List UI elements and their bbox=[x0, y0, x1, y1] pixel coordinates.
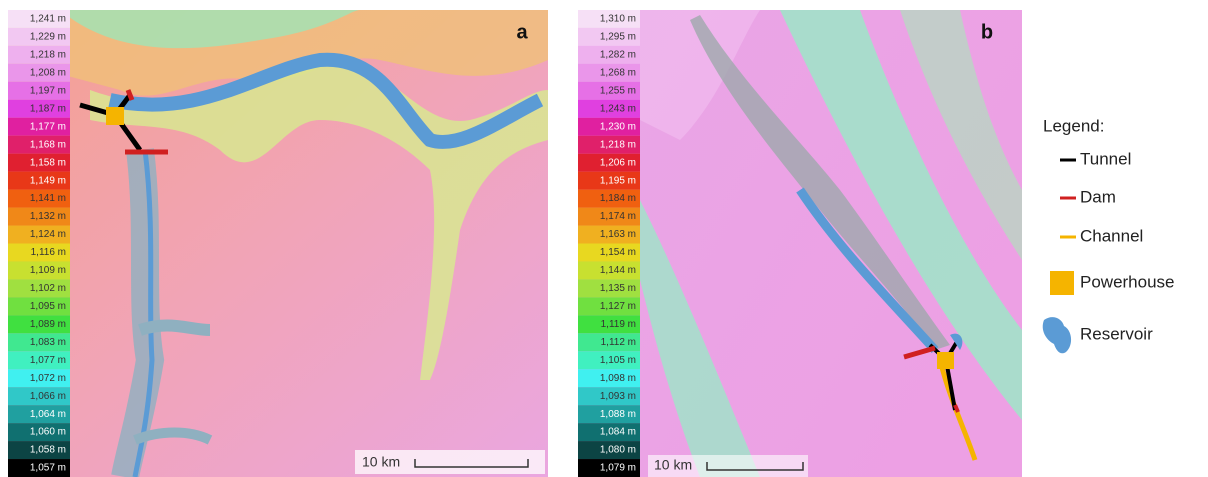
scale-label: 1,218 m bbox=[30, 50, 66, 61]
scale-label: 1,197 m bbox=[30, 85, 66, 96]
scale-label: 1,102 m bbox=[30, 283, 66, 294]
scale-label: 1,187 m bbox=[30, 103, 66, 114]
scale-label: 1,218 m bbox=[600, 139, 636, 150]
legend-swatch bbox=[1050, 271, 1074, 295]
map-a bbox=[8, 10, 548, 477]
scale-label: 1,088 m bbox=[600, 409, 636, 420]
scale-label: 1,295 m bbox=[600, 32, 636, 43]
scale-label: 1,184 m bbox=[600, 193, 636, 204]
scale-label: 1,268 m bbox=[600, 68, 636, 79]
scale-label: 1,093 m bbox=[600, 391, 636, 402]
legend-item: Reservoir bbox=[1080, 324, 1153, 343]
legend-swatch bbox=[1043, 317, 1071, 353]
scale-label: 1,282 m bbox=[600, 50, 636, 61]
scale-label: 1,119 m bbox=[601, 319, 636, 330]
scale-label: 1,149 m bbox=[30, 175, 66, 186]
legend-item: Dam bbox=[1080, 187, 1116, 206]
scale-bar-label: 10 km bbox=[362, 454, 400, 470]
scale-label: 1,195 m bbox=[600, 175, 636, 186]
scale-label: 1,243 m bbox=[600, 103, 636, 114]
scale-label: 1,079 m bbox=[600, 463, 636, 474]
scale-label: 1,132 m bbox=[30, 211, 66, 222]
scale-label: 1,060 m bbox=[30, 427, 66, 438]
legend-item: Channel bbox=[1080, 226, 1143, 245]
scale-label: 1,310 m bbox=[600, 14, 636, 25]
map-b bbox=[578, 10, 1022, 477]
scale-label: 1,066 m bbox=[30, 391, 66, 402]
scale-label: 1,168 m bbox=[30, 139, 66, 150]
scale-label: 1,057 m bbox=[30, 463, 66, 474]
scale-label: 1,105 m bbox=[600, 355, 636, 366]
panel-label: b bbox=[981, 21, 993, 43]
scale-label: 1,077 m bbox=[30, 355, 66, 366]
scale-label: 1,144 m bbox=[600, 265, 636, 276]
scale-label: 1,098 m bbox=[600, 373, 636, 384]
scale-label: 1,154 m bbox=[600, 247, 636, 258]
scale-label: 1,084 m bbox=[600, 427, 636, 438]
scale-label: 1,109 m bbox=[30, 265, 66, 276]
scale-bar-label: 10 km bbox=[654, 457, 692, 473]
scale-label: 1,058 m bbox=[30, 445, 66, 456]
legend-item: Powerhouse bbox=[1080, 272, 1175, 291]
scale-label: 1,177 m bbox=[30, 121, 66, 132]
scale-label: 1,080 m bbox=[600, 445, 636, 456]
scale-label: 1,174 m bbox=[600, 211, 636, 222]
scale-label: 1,095 m bbox=[30, 301, 66, 312]
scale-label: 1,163 m bbox=[600, 229, 636, 240]
scale-label: 1,064 m bbox=[30, 409, 66, 420]
scale-label: 1,230 m bbox=[600, 121, 636, 132]
scale-label: 1,072 m bbox=[30, 373, 66, 384]
scale-label: 1,141 m bbox=[30, 193, 66, 204]
scale-label: 1,241 m bbox=[30, 14, 66, 25]
scale-label: 1,124 m bbox=[30, 229, 66, 240]
scale-label: 1,206 m bbox=[600, 157, 636, 168]
legend-title: Legend: bbox=[1043, 116, 1104, 135]
scale-label: 1,135 m bbox=[600, 283, 636, 294]
scale-label: 1,112 m bbox=[601, 337, 636, 348]
scale-label: 1,255 m bbox=[600, 85, 636, 96]
legend-item: Tunnel bbox=[1080, 149, 1131, 168]
scale-label: 1,089 m bbox=[30, 319, 66, 330]
figure: 1,241 m 1,229 m 1,218 m 1,208 m 1,197 m 1,187… bbox=[0, 0, 1208, 477]
panel-label: a bbox=[516, 21, 528, 43]
scale-label: 1,083 m bbox=[30, 337, 66, 348]
scale-label: 1,127 m bbox=[600, 301, 636, 312]
scale-label: 1,158 m bbox=[30, 157, 66, 168]
scale-label: 1,116 m bbox=[31, 247, 66, 258]
scale-label: 1,229 m bbox=[30, 32, 66, 43]
scale-label: 1,208 m bbox=[30, 68, 66, 79]
legend: Legend: Tunnel Dam Channel Powerhouse Re… bbox=[1043, 116, 1175, 353]
